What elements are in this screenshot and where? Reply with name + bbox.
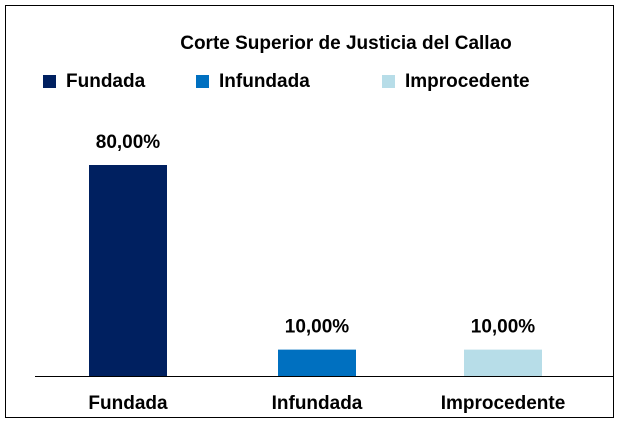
legend-label: Improcedente — [405, 71, 530, 92]
bar — [89, 165, 167, 376]
bar — [464, 349, 542, 376]
legend-label: Infundada — [219, 71, 310, 92]
legend-swatch — [382, 75, 395, 88]
x-tick-label: Infundada — [272, 393, 363, 414]
x-tick-label: Fundada — [88, 393, 168, 414]
value-label: 10,00% — [471, 317, 536, 338]
legend-swatch — [43, 75, 56, 88]
legend-label: Fundada — [66, 71, 146, 92]
legend-swatch — [196, 75, 209, 88]
value-label: 10,00% — [285, 317, 350, 338]
x-tick-label: Improcedente — [441, 393, 566, 414]
value-label: 80,00% — [96, 132, 161, 153]
bar — [278, 349, 356, 376]
chart-title: Corte Superior de Justicia del Callao — [180, 33, 512, 54]
